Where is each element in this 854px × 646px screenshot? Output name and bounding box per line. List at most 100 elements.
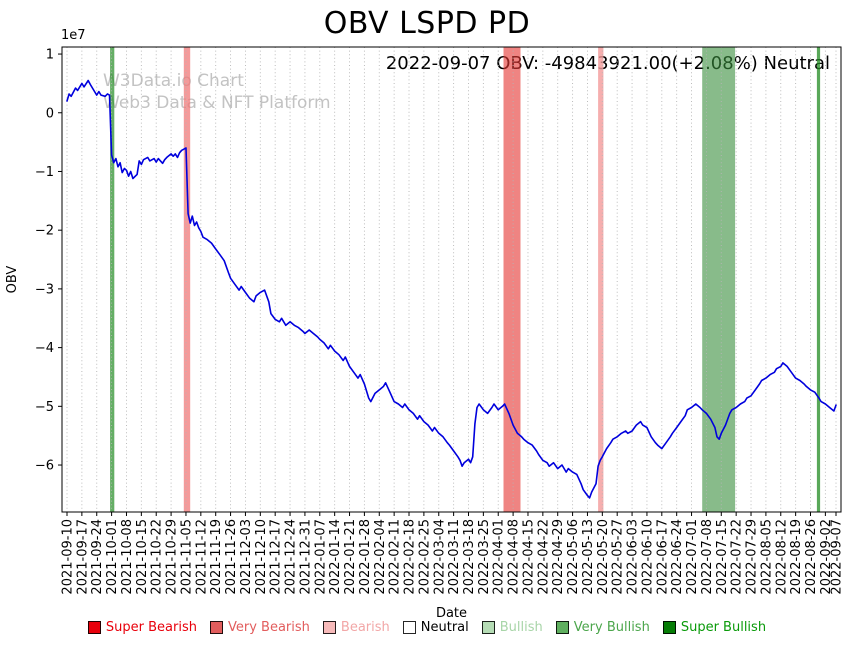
x-tick-label: 2022-08-05: [759, 519, 774, 595]
x-tick-label: 2022-05-27: [611, 519, 626, 595]
x-tick-label: 2022-09-07: [830, 519, 845, 595]
x-tick-label: 2021-11-26: [224, 519, 239, 595]
legend-item-very-bearish: Very Bearish: [210, 620, 310, 635]
sentiment-band-very-bearish: [503, 47, 521, 512]
x-tick-label: 2021-12-24: [284, 519, 299, 595]
chart-title: OBV LSPD PD: [323, 6, 531, 41]
legend-swatch-bullish: [481, 621, 495, 634]
x-tick-label: 2021-09-24: [90, 519, 105, 595]
x-tick-label: 2021-10-15: [135, 519, 150, 595]
x-tick-label: 2022-06-03: [626, 519, 641, 595]
sentiment-band-very-bullish: [110, 47, 115, 512]
x-tick-label: 2022-07-22: [730, 519, 745, 595]
x-tick-label: 2022-05-20: [596, 519, 611, 595]
legend-swatch-neutral: [402, 621, 416, 634]
legend-item-very-bullish: Very Bullish: [555, 620, 650, 635]
legend-label: Super Bearish: [105, 620, 197, 635]
x-tick-label: 2022-02-18: [403, 519, 418, 595]
legend-label: Neutral: [420, 620, 469, 635]
sentiment-band-bearish: [183, 47, 191, 512]
x-tick-label: 2022-01-14: [328, 519, 343, 595]
x-tick-label: 2021-11-19: [209, 519, 224, 595]
x-tick-label: 2022-02-04: [373, 519, 388, 595]
y-tick-label: −3: [35, 282, 54, 297]
x-tick-label: 2022-03-18: [462, 519, 477, 595]
y-tick-label: −1: [35, 165, 54, 180]
x-tick-label: 2022-01-07: [313, 519, 328, 595]
x-axis-title: Date: [435, 606, 468, 621]
x-tick-label: 2022-02-25: [417, 519, 432, 595]
x-tick-label: 2022-07-08: [700, 519, 715, 595]
watermark: W3Data.io Chart Web3 Data & NFT Platform: [103, 70, 331, 114]
legend-item-super-bullish: Super Bullish: [662, 620, 767, 635]
x-tick-label: 2021-10-29: [165, 519, 180, 595]
x-tick-label: 2022-01-21: [343, 519, 358, 595]
x-tick-label: 2021-09-10: [61, 519, 76, 595]
legend-item-bullish: Bullish: [481, 620, 543, 635]
plot-border: [61, 46, 842, 513]
x-tick-label: 2022-02-11: [388, 519, 403, 595]
y-scale-offset-label: 1e7: [61, 28, 86, 43]
x-tick-label: 2022-08-19: [789, 519, 804, 595]
obv-line: [66, 79, 837, 499]
x-tick-label: 2022-03-25: [477, 519, 492, 595]
x-tick-label: 2022-04-22: [536, 519, 551, 595]
y-tick-label: 1: [46, 48, 54, 63]
watermark-line-1: W3Data.io Chart: [103, 71, 244, 91]
legend-swatch-very-bullish: [555, 621, 569, 634]
legend-swatch-very-bearish: [210, 621, 223, 634]
x-tick-label: 2021-09-17: [75, 519, 90, 595]
legend-item-bearish: Bearish: [322, 620, 390, 635]
sentiment-band-very-bullish: [816, 47, 821, 512]
legend-label: Very Bearish: [228, 620, 310, 635]
y-tick-label: −6: [35, 459, 54, 474]
x-tick-label: 2022-04-08: [507, 519, 522, 595]
x-tick-label: 2022-01-28: [358, 519, 373, 595]
y-tick-label: −5: [35, 400, 54, 415]
x-tick-label: 2022-04-15: [521, 519, 536, 595]
legend-item-super-bearish: Super Bearish: [87, 620, 197, 635]
legend-swatch-super-bearish: [87, 621, 101, 634]
x-tick-label: 2021-12-03: [239, 519, 254, 595]
sentiment-band-very-bullish: [702, 47, 736, 512]
x-tick-label: 2022-09-02: [819, 519, 834, 595]
legend-swatch-super-bullish: [662, 621, 676, 634]
legend-swatch-bearish: [322, 621, 336, 634]
x-tick-label: 2021-10-01: [105, 519, 120, 595]
x-tick-label: 2022-03-04: [432, 519, 447, 595]
x-tick-label: 2022-08-26: [804, 519, 819, 595]
x-tick-label: 2022-04-01: [492, 519, 507, 595]
legend-label: Bearish: [340, 620, 390, 635]
watermark-line-2: Web3 Data & NFT Platform: [103, 93, 331, 113]
x-tick-label: 2022-03-11: [447, 519, 462, 595]
y-tick-label: −2: [35, 224, 54, 239]
x-tick-label: 2022-08-12: [774, 519, 789, 595]
x-tick-label: 2022-06-24: [670, 519, 685, 595]
x-tick-label: 2022-07-15: [715, 519, 730, 595]
x-tick-label: 2022-07-01: [685, 519, 700, 595]
y-tick-label: −4: [35, 341, 54, 356]
x-tick-label: 2021-12-17: [269, 519, 284, 595]
x-tick-label: 2022-05-06: [566, 519, 581, 595]
sentiment-band-bearish: [598, 47, 604, 512]
x-tick-label: 2022-06-17: [655, 519, 670, 595]
x-tick-label: 2022-06-10: [640, 519, 655, 595]
sentiment-legend: Super Bearish Very Bearish Bearish Neutral B…: [0, 620, 854, 635]
x-tick-label: 2021-10-08: [120, 519, 135, 595]
x-tick-label: 2022-07-29: [745, 519, 760, 595]
x-tick-label: 2021-12-31: [298, 519, 313, 595]
x-tick-label: 2021-10-22: [150, 519, 165, 595]
x-tick-label: 2021-11-05: [179, 519, 194, 595]
y-tick-label: 0: [46, 106, 54, 121]
legend-item-neutral: Neutral: [402, 620, 469, 635]
x-tick-label: 2022-04-29: [551, 519, 566, 595]
legend-label: Bullish: [499, 620, 543, 635]
y-axis-title: OBV: [5, 266, 20, 294]
x-tick-label: 2022-05-13: [581, 519, 596, 595]
x-tick-label: 2021-11-12: [194, 519, 209, 595]
legend-label: Super Bullish: [680, 620, 767, 635]
legend-label: Very Bullish: [573, 620, 650, 635]
x-tick-label: 2021-12-10: [254, 519, 269, 595]
